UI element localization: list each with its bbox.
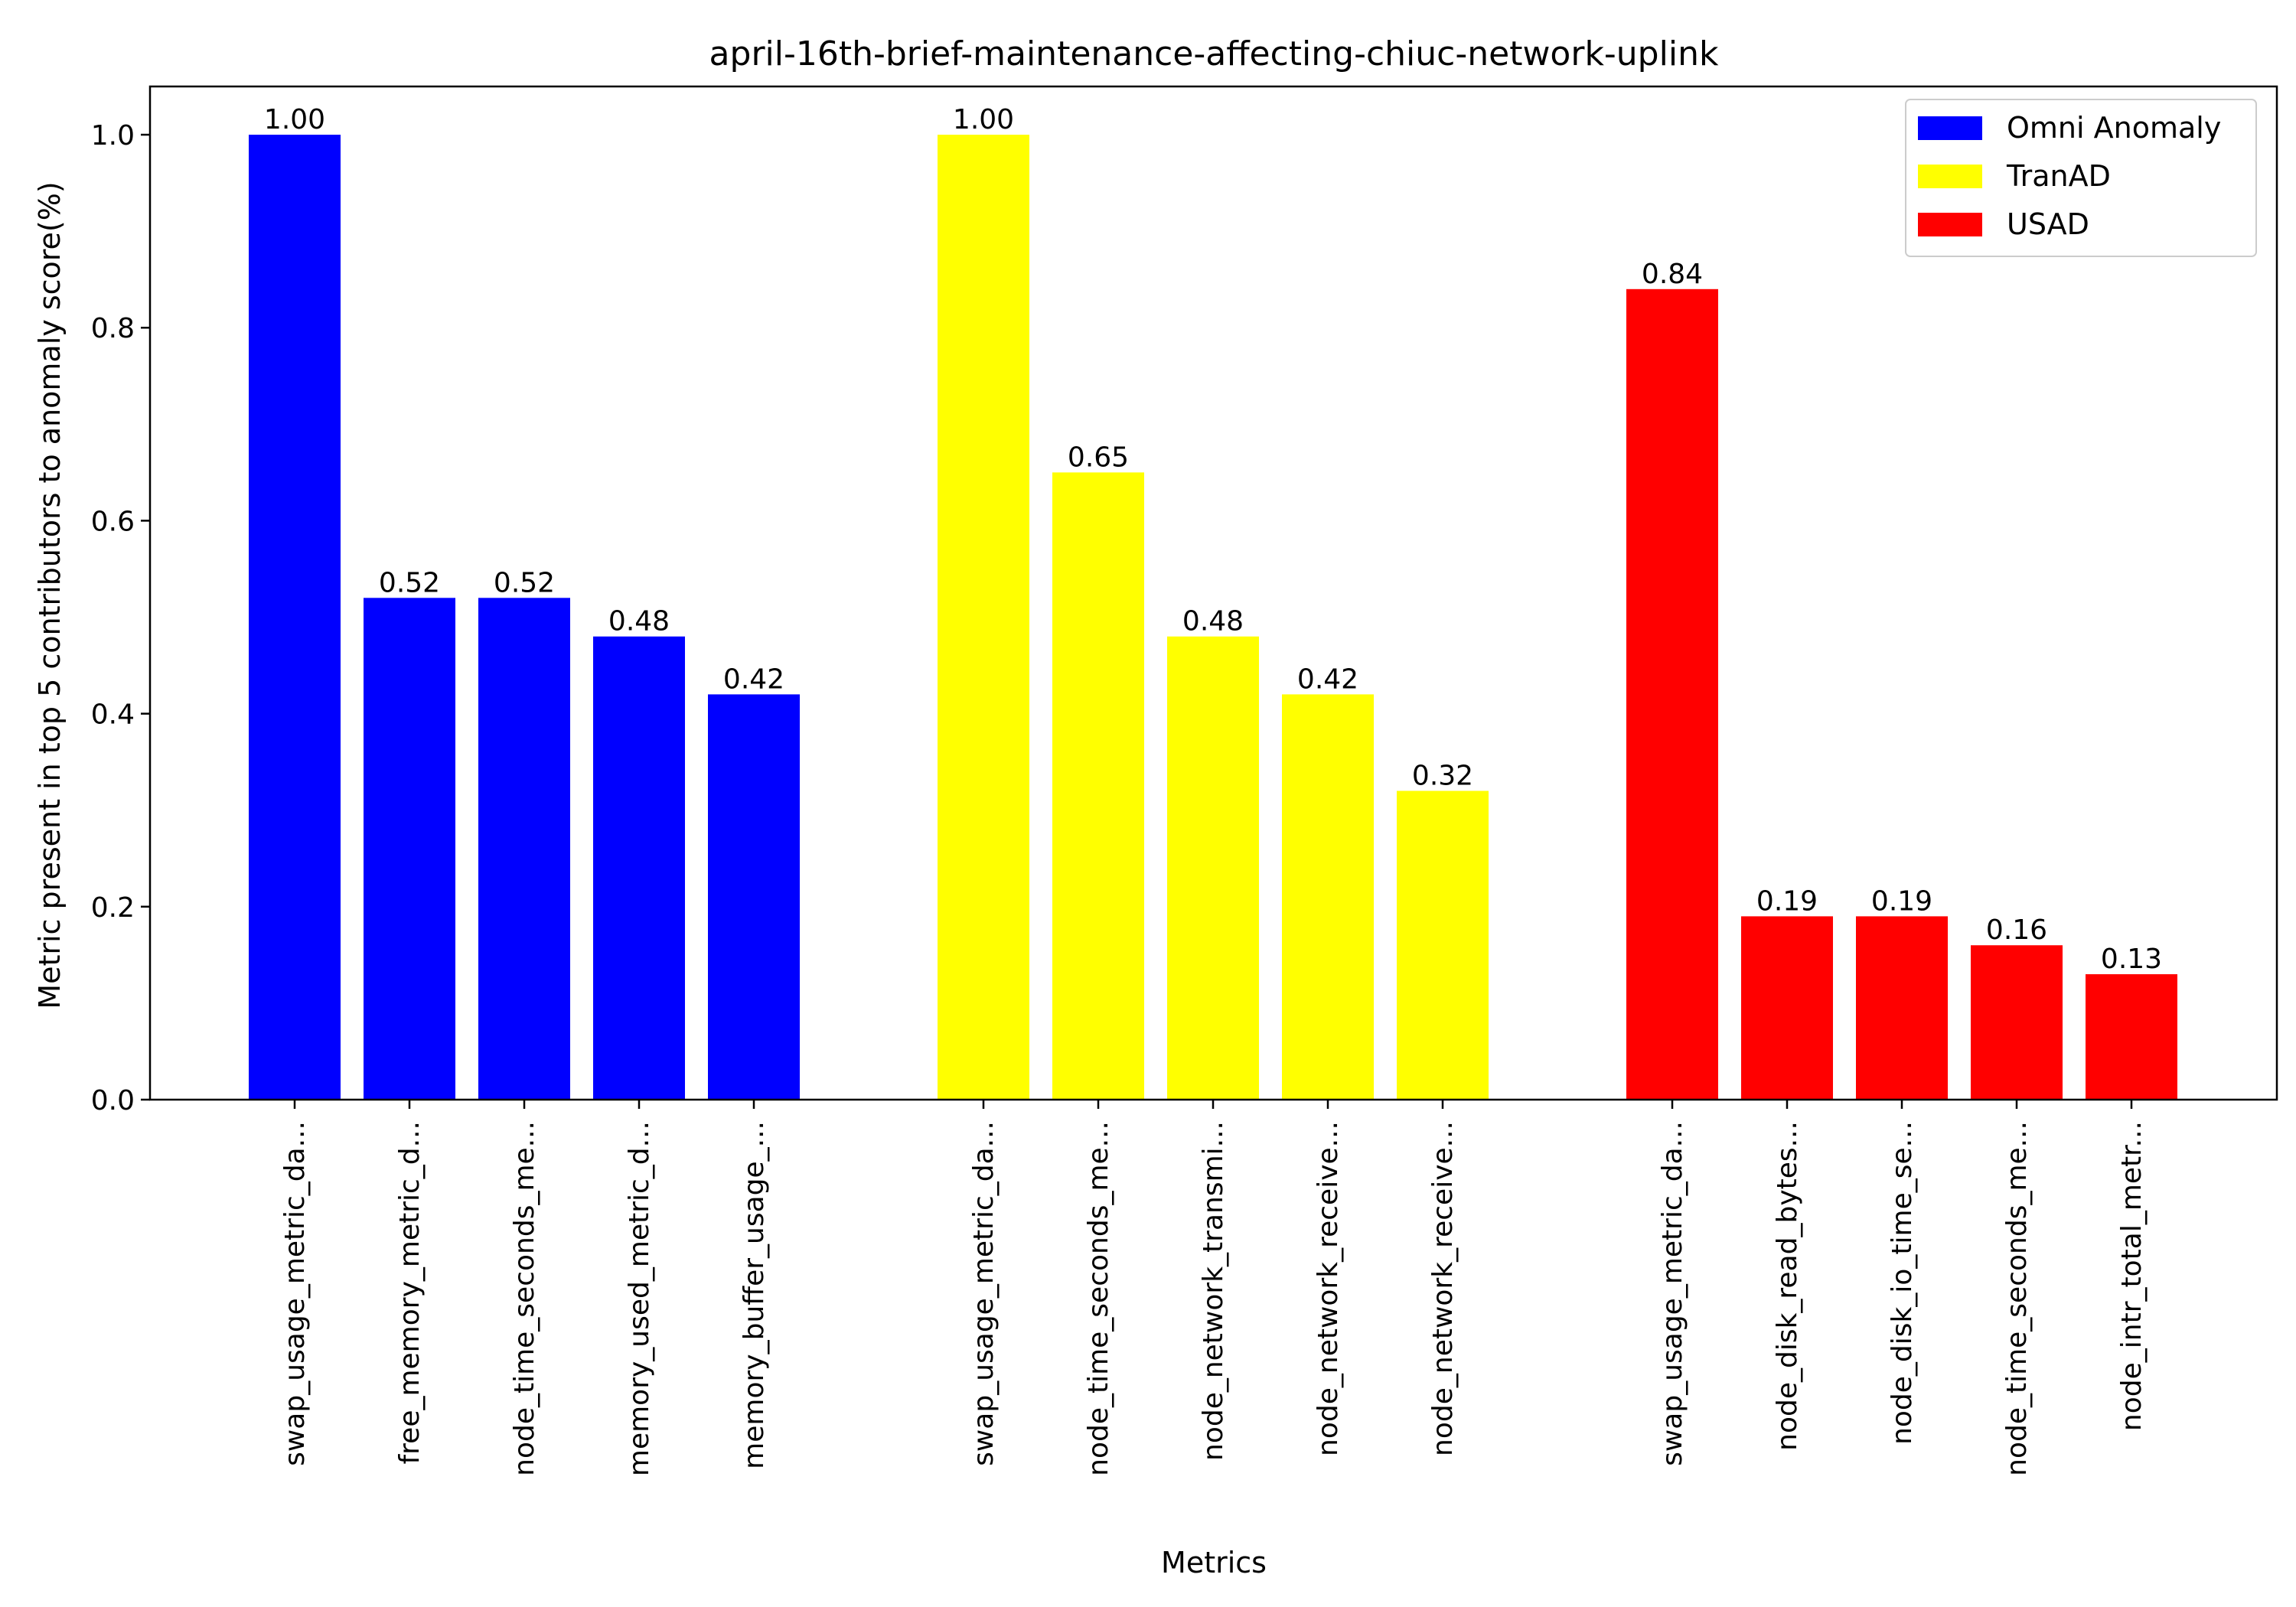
x-tick-label: swap_usage_metric_da... (968, 1121, 1000, 1466)
bar (1626, 288, 1718, 1100)
x-tick-label: node_disk_io_time_se... (1887, 1121, 1918, 1445)
y-tick-label: 0.8 (91, 313, 135, 344)
legend-label: USAD (2007, 207, 2089, 241)
bar-value-label: 0.84 (1642, 259, 1703, 290)
x-tick-label: node_network_receive... (1427, 1121, 1459, 1456)
bar-value-label: 0.13 (2101, 944, 2162, 975)
bar-value-label: 1.00 (953, 104, 1014, 135)
y-tick-label: 0.4 (91, 699, 135, 731)
bar (1167, 636, 1259, 1100)
bar-value-label: 0.52 (494, 567, 555, 598)
bar-value-label: 0.65 (1068, 442, 1129, 473)
legend-label: Omni Anomaly (2007, 111, 2221, 145)
bar-value-label: 0.52 (379, 567, 440, 598)
chart-title: april-16th-brief-maintenance-affecting-c… (709, 34, 1719, 73)
x-tick-label: node_time_seconds_me... (509, 1121, 540, 1476)
x-tick-label: node_time_seconds_me... (1083, 1121, 1114, 1476)
bar (1052, 472, 1144, 1100)
y-axis-label: Metric present in top 5 contributors to … (33, 181, 67, 1009)
y-tick-label: 0.2 (91, 892, 135, 924)
plot-frame (148, 85, 2278, 1101)
bar-value-label: 0.19 (1871, 885, 1932, 917)
bar (593, 636, 685, 1100)
bar (708, 694, 800, 1100)
y-tick-label: 0.0 (91, 1085, 135, 1116)
x-tick-label: memory_used_metric_d... (624, 1121, 655, 1476)
bar-value-label: 0.32 (1412, 760, 1473, 791)
bar (2086, 974, 2177, 1100)
legend-swatch (1918, 213, 1982, 236)
legend-box (1905, 99, 2257, 257)
bar (478, 598, 570, 1100)
bar (938, 135, 1029, 1100)
bar-value-label: 1.00 (264, 104, 325, 135)
bar-value-label: 0.48 (608, 606, 670, 637)
x-tick-label: node_network_transmi... (1198, 1121, 1229, 1461)
legend-swatch (1918, 116, 1982, 140)
x-tick-label: memory_buffer_usage_... (739, 1121, 770, 1469)
legend-swatch (1918, 165, 1982, 188)
bar (1741, 916, 1833, 1100)
bar (1397, 790, 1489, 1100)
legend-label: TranAD (2006, 159, 2111, 193)
bars-layer: 1.00 0.52 0.52 0.48 0.42 1.00 0.65 0.48 0.42 0.32… (249, 104, 2177, 1100)
x-tick-label: free_memory_metric_d... (394, 1121, 426, 1465)
bar-value-label: 0.42 (723, 663, 784, 695)
x-tick-label: swap_usage_metric_da... (1657, 1121, 1688, 1466)
x-tick-label: node_network_receive... (1313, 1121, 1344, 1456)
bar (249, 135, 341, 1100)
y-tick-label: 1.0 (91, 120, 135, 152)
bar (1856, 916, 1948, 1100)
y-axis: 0.0 0.2 0.4 0.6 0.8 1.0 (91, 120, 150, 1116)
bar (364, 598, 455, 1100)
bar (1282, 694, 1374, 1100)
legend: Omni Anomaly TranAD USAD (1905, 99, 2257, 257)
bar-value-label: 0.16 (1986, 914, 2047, 946)
x-tick-label: node_disk_read_bytes... (1772, 1121, 1803, 1451)
bar-value-label: 0.48 (1182, 606, 1244, 637)
bar-value-label: 0.19 (1756, 885, 1818, 917)
x-tick-label: node_time_seconds_me... (2001, 1121, 2033, 1476)
x-tick-label: swap_usage_metric_da... (279, 1121, 311, 1466)
x-tick-label: node_intr_total_metr... (2116, 1121, 2148, 1431)
bar (1971, 945, 2063, 1100)
x-axis-label: Metrics (1161, 1546, 1267, 1579)
bar-value-label: 0.42 (1297, 663, 1358, 695)
x-axis: swap_usage_metric_da... free_memory_metri… (279, 1100, 2148, 1476)
y-tick-label: 0.6 (91, 506, 135, 537)
